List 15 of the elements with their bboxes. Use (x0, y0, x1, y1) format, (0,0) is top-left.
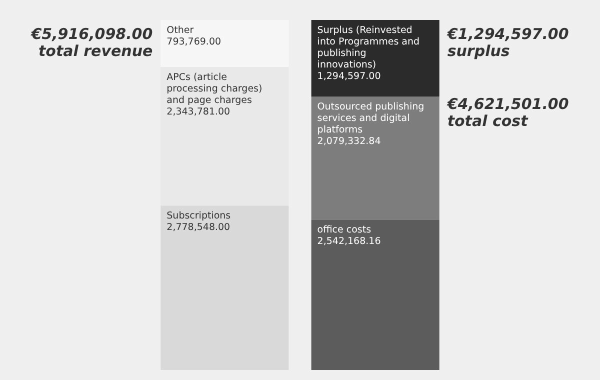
annotation: €1,294,597.00 surplus (446, 25, 569, 60)
data-label: 2,343,781.00 (166, 106, 230, 118)
series-label: Outsourced publishing services and digital platforms (317, 102, 424, 136)
annotation: €5,916,098.00 total revenue (30, 25, 153, 60)
series-label: APCs (article processing charges) and page charges (166, 72, 262, 106)
data-label: 1,294,597.00 (317, 71, 381, 82)
series-label: Surplus (Reinvested into Programmes and publishing innovations) (317, 25, 420, 70)
data-label: 2,079,332.84 (317, 136, 381, 148)
series-label: Subscriptions (166, 210, 231, 222)
series-label: office costs (317, 224, 372, 236)
annotation: €4,621,501.00 total cost (446, 95, 569, 130)
data-label: 2,542,168.16 (317, 236, 381, 248)
series-label: Other (166, 25, 194, 36)
data-label: 2,778,548.00 (166, 222, 230, 234)
data-label: 793,769.00 (166, 36, 222, 48)
